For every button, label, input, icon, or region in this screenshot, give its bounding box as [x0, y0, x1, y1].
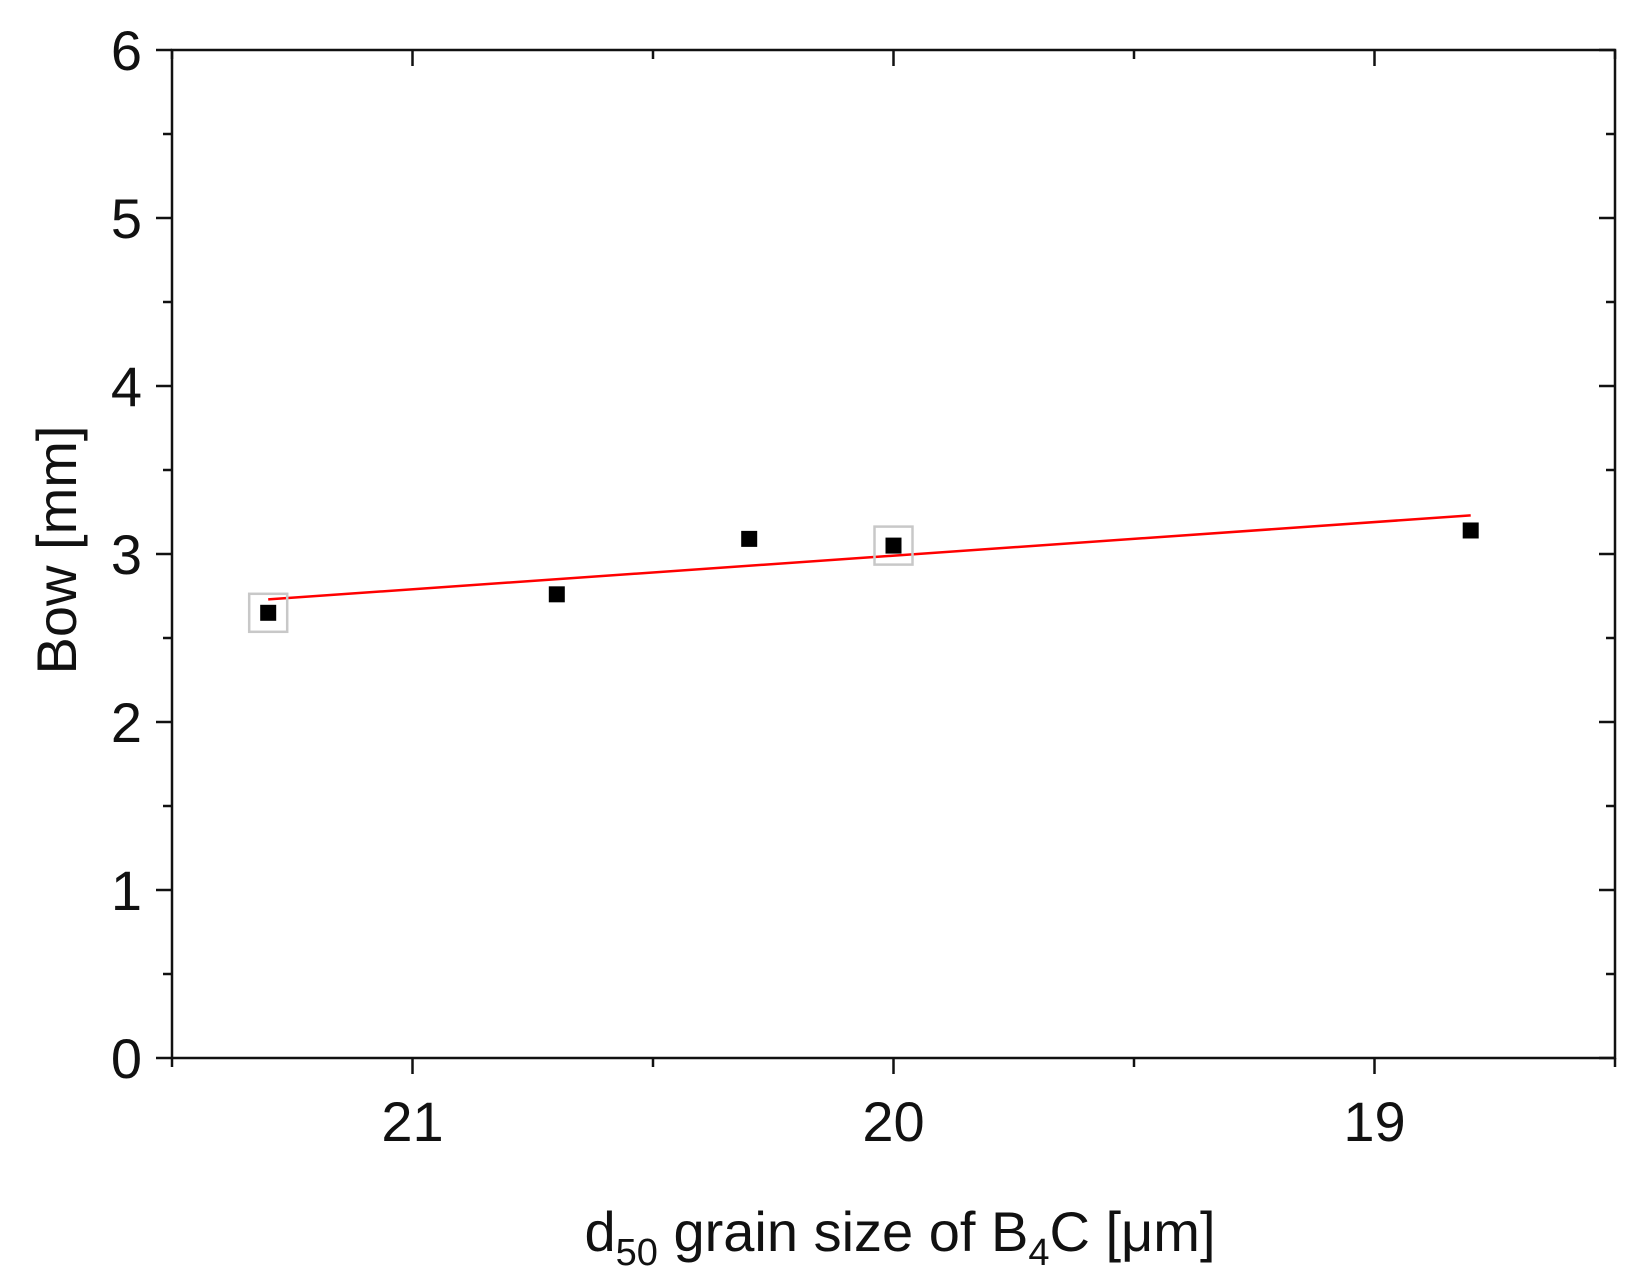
x-axis-title-subscript-2: 4: [1028, 1232, 1049, 1274]
x-axis-title-part-2: grain size of B: [658, 1200, 1028, 1263]
y-tick-label-2: 2: [111, 691, 142, 754]
y-tick-label-6: 6: [111, 19, 142, 82]
highlight-box-3: [873, 525, 914, 566]
data-point-3: [885, 537, 902, 554]
plot-frame: [170, 48, 1617, 1060]
y-tick-label-1: 1: [111, 859, 142, 922]
x-axis-title-part-1: d: [584, 1200, 615, 1263]
y-axis-title: Bow [mm]: [25, 426, 88, 675]
data-point-2: [741, 530, 758, 547]
data-markers: [247, 522, 1479, 634]
x-axis-title: d50 grain size of B4C [μm]: [584, 1200, 1215, 1274]
y-tick-label-5: 5: [111, 187, 142, 250]
data-point-1: [548, 586, 565, 603]
x-axis: 21 20 19: [170, 50, 1617, 1153]
x-tick-label-20: 20: [862, 1090, 924, 1153]
plot-area: [170, 48, 1617, 1060]
x-axis-title-subscript-1: 50: [616, 1232, 658, 1274]
x-tick-label-19: 19: [1343, 1090, 1405, 1153]
x-tick-label-21: 21: [381, 1090, 443, 1153]
data-point-0: [260, 604, 277, 621]
data-point-4: [1462, 522, 1479, 539]
y-tick-label-3: 3: [111, 523, 142, 586]
y-axis: 0 1 2 3 4 5 6: [111, 19, 1615, 1090]
highlight-box-0: [247, 592, 289, 634]
x-axis-title-part-3: C [μm]: [1049, 1200, 1215, 1263]
linear-fit-line: [268, 514, 1471, 601]
y-tick-label-4: 4: [111, 355, 142, 418]
y-tick-label-0: 0: [111, 1027, 142, 1090]
fit-line-layer: [268, 514, 1471, 601]
